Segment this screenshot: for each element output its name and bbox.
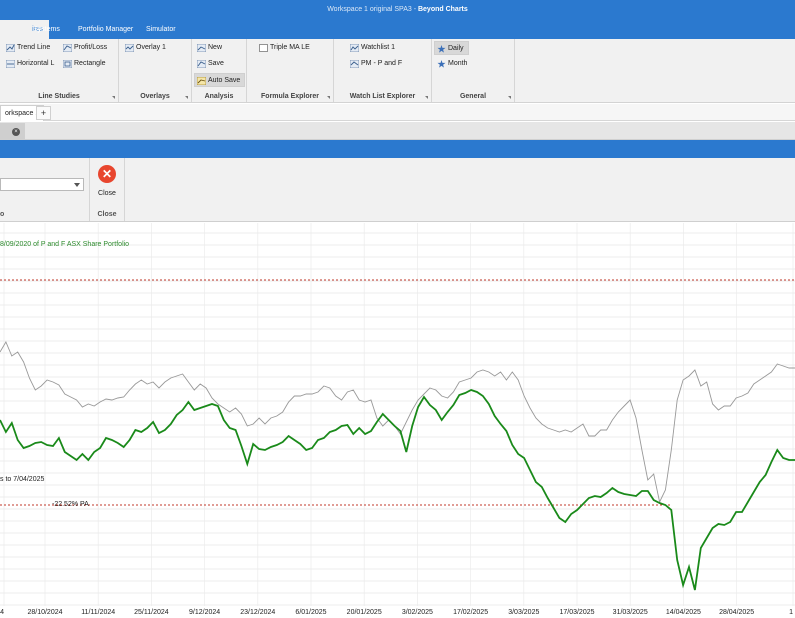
tab-systems[interactable]: Systems — [33, 26, 60, 33]
formula-explorer-group: Triple MA LE Formula Explorer — [247, 39, 334, 102]
menu-bar: ites Systems Portfolio Manager Simulator — [0, 20, 795, 39]
index-series-line — [0, 341, 795, 504]
dialog-launcher-icon[interactable] — [508, 96, 511, 99]
x-tick-label: 1 — [789, 609, 793, 616]
x-tick-label: 28/04/2025 — [719, 609, 754, 616]
security-combo[interactable] — [0, 178, 84, 191]
close-group: ✕ Close Close — [89, 158, 125, 221]
watchlist-1-button[interactable]: Watchlist 1 — [348, 41, 399, 55]
analysis-label: Analysis — [204, 93, 234, 100]
pm-p-and-f-button[interactable]: PM - P and F — [348, 57, 406, 71]
save-analysis-button[interactable]: Save — [195, 57, 228, 71]
chart-icon — [6, 60, 15, 68]
combo-group-label: o — [0, 211, 5, 218]
x-tick-label: 3/02/2025 — [402, 609, 433, 616]
formula-icon — [259, 44, 268, 52]
chart-toolbar: o ✕ Close Close — [0, 158, 795, 222]
overlays-label: Overlays — [140, 93, 170, 100]
trend-line-button[interactable]: Trend Line — [4, 41, 54, 55]
add-workspace-button[interactable]: + — [36, 106, 51, 120]
x-tick-label: 28/10/2024 — [27, 609, 62, 616]
chart-area[interactable]: 8/09/2020 of P and F ASX Share Portfolio… — [0, 223, 795, 618]
line-studies-label: Line Studies — [38, 93, 80, 100]
dialog-launcher-icon[interactable] — [185, 96, 188, 99]
chart-icon — [6, 44, 15, 52]
tab-favorites[interactable]: ites — [0, 20, 49, 39]
chart-header-bar — [0, 140, 795, 158]
x-tick-label: 31/03/2025 — [613, 609, 648, 616]
portfolio-series-line — [0, 389, 795, 591]
star-icon — [437, 60, 446, 68]
ribbon: Trend Line Horizontal L Profit/Loss Rect… — [0, 39, 795, 103]
dialog-launcher-icon[interactable] — [425, 96, 428, 99]
overlay-icon — [125, 44, 134, 52]
new-analysis-button[interactable]: New — [195, 41, 226, 55]
list-icon — [350, 60, 359, 68]
workspace-tab-strip: orkspace 1 + — [0, 104, 795, 121]
analysis-group: New Save Auto Save Analysis — [192, 39, 247, 102]
x-tick-label: 9/12/2024 — [189, 609, 220, 616]
portfolio-chart[interactable]: 8/09/2020 of P and F ASX Share Portfolio… — [0, 223, 795, 618]
auto-save-toggle[interactable]: Auto Save — [194, 73, 246, 87]
watch-list-explorer-label: Watch List Explorer — [349, 93, 416, 100]
daily-button[interactable]: Daily — [434, 41, 469, 55]
title-bar: Workspace 1 original SPA3 - Beyond Chart… — [0, 0, 795, 20]
x-axis: 24 28/10/2024 11/11/2024 25/11/2024 9/12/202… — [0, 609, 793, 616]
document-tab[interactable]: × — [0, 123, 25, 139]
rectangle-icon — [63, 60, 72, 68]
new-icon — [197, 44, 206, 52]
close-icon[interactable]: ✕ — [98, 165, 116, 183]
rectangle-button[interactable]: Rectangle — [61, 57, 110, 71]
chart-icon — [63, 44, 72, 52]
x-tick-label: 17/02/2025 — [453, 609, 488, 616]
dialog-launcher-icon[interactable] — [112, 96, 115, 99]
x-tick-label: 14/04/2025 — [666, 609, 701, 616]
pa-annotation: -22.52% PA — [52, 501, 89, 508]
save-icon — [197, 60, 206, 68]
close-tab-icon[interactable]: × — [12, 128, 20, 136]
auto-save-icon — [197, 77, 206, 85]
triple-ma-le-button[interactable]: Triple MA LE — [257, 41, 314, 55]
dialog-launcher-icon[interactable] — [327, 96, 330, 99]
overlays-group: Overlay 1 Overlays — [119, 39, 192, 102]
x-tick-label: 11/11/2024 — [81, 609, 115, 616]
star-icon — [437, 45, 446, 53]
month-button[interactable]: Month — [435, 57, 471, 71]
general-label: General — [459, 93, 487, 100]
chart-grid — [0, 223, 795, 606]
x-tick-label: 25/11/2024 — [134, 609, 169, 616]
close-group-label: Close — [97, 211, 117, 218]
profit-loss-button[interactable]: Profit/Loss — [61, 41, 111, 55]
horizontal-line-button[interactable]: Horizontal L — [4, 57, 58, 71]
tab-portfolio-manager[interactable]: Portfolio Manager — [78, 26, 134, 33]
x-tick-label: 6/01/2025 — [295, 609, 326, 616]
close-button-label[interactable]: Close — [98, 190, 116, 197]
overlay-1-button[interactable]: Overlay 1 — [123, 41, 170, 55]
x-tick-label: 24 — [0, 609, 4, 616]
line-studies-group: Trend Line Horizontal L Profit/Loss Rect… — [0, 39, 119, 102]
x-tick-label: 17/03/2025 — [559, 609, 594, 616]
chevron-down-icon[interactable] — [74, 183, 80, 187]
date-range-annotation: s to 7/04/2025 — [0, 476, 44, 483]
watch-list-explorer-group: Watchlist 1 PM - P and F Watch List Expl… — [334, 39, 432, 102]
document-tab-strip: × — [0, 122, 795, 140]
tab-simulator[interactable]: Simulator — [146, 26, 176, 33]
x-tick-label: 3/03/2025 — [508, 609, 539, 616]
x-tick-label: 23/12/2024 — [240, 609, 275, 616]
x-tick-label: 20/01/2025 — [347, 609, 382, 616]
chart-title: 8/09/2020 of P and F ASX Share Portfolio — [0, 241, 129, 248]
window-title: Workspace 1 original SPA3 - Beyond Chart… — [327, 6, 468, 13]
list-icon — [350, 44, 359, 52]
general-group: Daily Month General — [432, 39, 515, 102]
formula-explorer-label: Formula Explorer — [261, 93, 319, 100]
